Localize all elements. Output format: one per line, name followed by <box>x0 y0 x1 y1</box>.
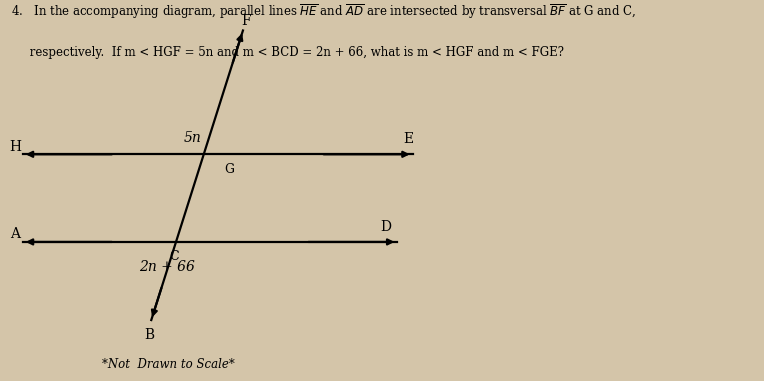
Text: F: F <box>241 14 251 28</box>
Text: *Not  Drawn to Scale*: *Not Drawn to Scale* <box>102 359 235 371</box>
Text: H: H <box>9 140 21 154</box>
Text: 2n + 66: 2n + 66 <box>138 261 195 274</box>
Text: C: C <box>170 250 179 263</box>
Text: respectively.  If m < HGF = 5n and m < BCD = 2n + 66, what is m < HGF and m < FG: respectively. If m < HGF = 5n and m < BC… <box>11 46 565 59</box>
Text: 4.   In the accompanying diagram, parallel lines $\overline{HE}$ and $\overline{: 4. In the accompanying diagram, parallel… <box>11 2 636 21</box>
Text: A: A <box>10 227 21 241</box>
Text: G: G <box>224 163 235 176</box>
Text: 5n: 5n <box>183 131 202 145</box>
Text: B: B <box>144 328 155 342</box>
Text: D: D <box>380 220 391 234</box>
Text: E: E <box>403 132 414 146</box>
